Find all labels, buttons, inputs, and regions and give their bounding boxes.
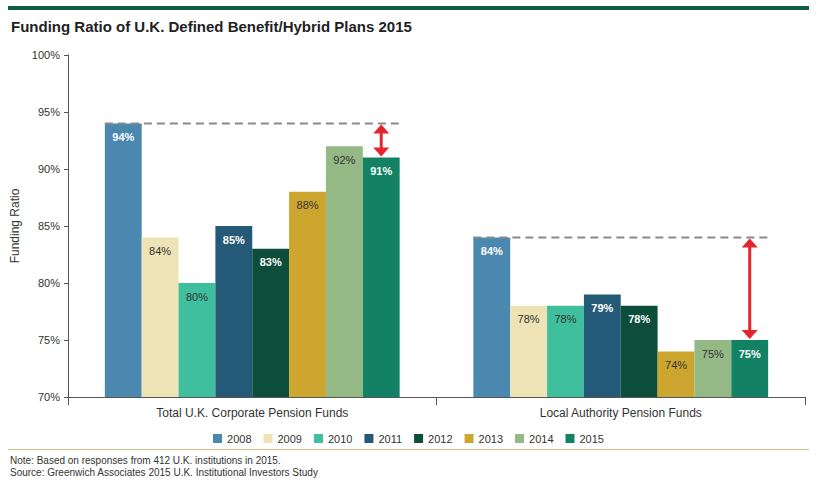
svg-text:Funding Ratio of U.K. Defined: Funding Ratio of U.K. Defined Benefit/Hy…: [11, 18, 412, 35]
svg-text:95%: 95%: [38, 106, 60, 118]
svg-text:88%: 88%: [297, 199, 319, 211]
svg-text:75%: 75%: [739, 348, 761, 360]
svg-text:90%: 90%: [38, 163, 60, 175]
svg-text:94%: 94%: [112, 131, 134, 143]
svg-text:78%: 78%: [554, 313, 576, 325]
svg-text:91%: 91%: [370, 165, 392, 177]
svg-text:Total U.K. Corporate Pension F: Total U.K. Corporate Pension Funds: [156, 406, 348, 420]
svg-text:83%: 83%: [260, 256, 282, 268]
svg-text:75%: 75%: [38, 334, 60, 346]
svg-text:2013: 2013: [479, 433, 503, 445]
svg-text:92%: 92%: [333, 154, 355, 166]
svg-text:Note: Based on responses from: Note: Based on responses from 412 U.K. i…: [10, 455, 281, 466]
svg-text:78%: 78%: [628, 313, 650, 325]
svg-text:85%: 85%: [223, 234, 245, 246]
svg-text:2014: 2014: [529, 433, 553, 445]
svg-text:Local Authority Pension Funds: Local Authority Pension Funds: [540, 406, 702, 420]
svg-text:2009: 2009: [277, 433, 301, 445]
svg-text:2010: 2010: [328, 433, 352, 445]
svg-text:100%: 100%: [32, 49, 60, 61]
svg-text:84%: 84%: [481, 245, 503, 257]
svg-text:79%: 79%: [591, 302, 613, 314]
svg-text:74%: 74%: [665, 359, 687, 371]
svg-text:Source: Greenwich Associates 2: Source: Greenwich Associates 2015 U.K. I…: [10, 467, 318, 478]
svg-text:85%: 85%: [38, 220, 60, 232]
svg-text:2011: 2011: [378, 433, 402, 445]
svg-text:Funding Ratio: Funding Ratio: [8, 188, 22, 263]
svg-text:78%: 78%: [518, 313, 540, 325]
svg-text:75%: 75%: [702, 348, 724, 360]
svg-text:80%: 80%: [38, 277, 60, 289]
svg-text:2008: 2008: [227, 433, 251, 445]
svg-text:70%: 70%: [38, 391, 60, 403]
svg-text:2015: 2015: [580, 433, 604, 445]
svg-text:84%: 84%: [149, 245, 171, 257]
svg-text:2012: 2012: [428, 433, 452, 445]
svg-text:80%: 80%: [186, 291, 208, 303]
